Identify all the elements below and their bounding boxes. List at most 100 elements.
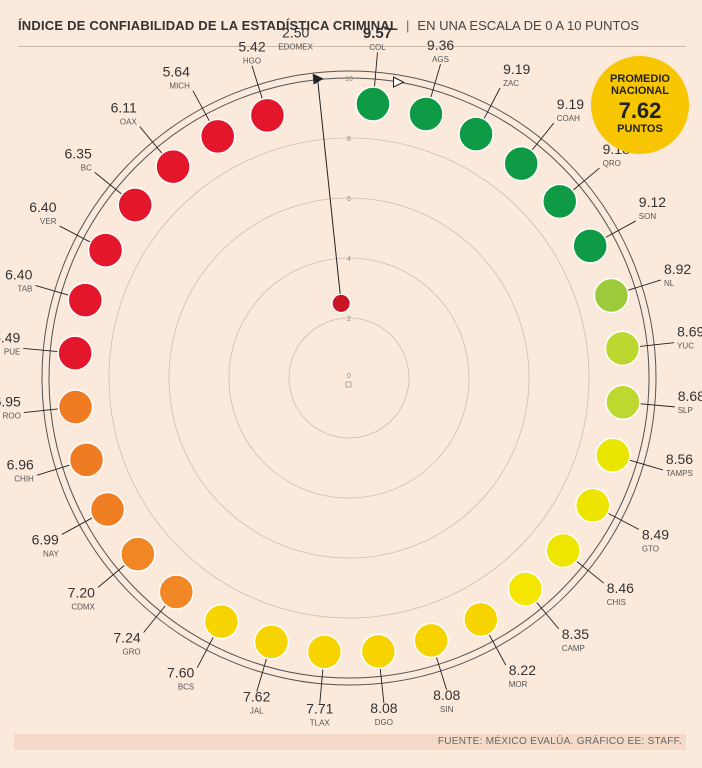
value-label-25: 6.40 (5, 266, 32, 282)
value-circle-coah (503, 145, 539, 182)
outer-ring-2 (41, 70, 657, 686)
value-label-23: 6.95 (0, 394, 21, 410)
leader-line-12 (532, 597, 560, 630)
state-label-22: CHIH (14, 474, 34, 483)
value-circle-camp (507, 571, 544, 607)
leader-line-22 (36, 463, 76, 476)
chart-header: ÍNDICE DE CONFIABILIDAD DE LA ESTADÍSTIC… (18, 18, 686, 47)
value-label-15: 8.08 (370, 700, 397, 716)
badge-value: 7.62 (618, 98, 662, 124)
value-circle-hgo (249, 97, 286, 134)
leader-line-16 (319, 663, 324, 704)
state-label-7: YUC (677, 342, 694, 351)
scale-ring-4 (228, 257, 470, 499)
leader-line-3 (528, 122, 555, 155)
state-label-10: GTO (642, 544, 659, 553)
value-label-7: 8.69 (677, 324, 702, 340)
leader-line-25 (35, 284, 74, 298)
badge-label-3: PUNTOS (617, 123, 663, 136)
leader-line-17 (256, 653, 269, 692)
value-circle-col (355, 86, 391, 122)
value-label-20: 7.20 (68, 584, 95, 600)
national-average-badge: PROMEDIO NACIONAL 7.62 PUNTOS (591, 56, 689, 154)
value-label-18: 7.60 (167, 665, 194, 681)
state-label-28: OAX (120, 118, 138, 127)
state-label-11: CHIS (607, 598, 626, 607)
state-label-14: SIN (440, 705, 454, 714)
leader-line-18 (196, 632, 217, 668)
value-circle-qroo (57, 389, 94, 425)
value-circle-jal (253, 624, 290, 660)
value-label-6: 8.92 (664, 261, 691, 277)
value-label-22: 6.96 (7, 456, 34, 472)
state-label-16: TLAX (310, 719, 331, 728)
state-label-2: ZAC (503, 79, 519, 88)
scale-tick-8: 8 (347, 136, 351, 143)
value-circle-nl (593, 277, 630, 314)
value-label-13: 8.22 (509, 662, 536, 678)
leader-line-19 (143, 601, 170, 633)
leader-line-13 (486, 629, 507, 666)
state-label-6: NL (664, 279, 675, 288)
title-separator: | (406, 18, 410, 33)
outer-ring (48, 77, 650, 679)
state-label-25: TAB (17, 284, 32, 293)
badge-label-1: PROMEDIO (610, 73, 670, 86)
state-label-26: VER (40, 217, 57, 226)
state-label-30: HGO (243, 57, 261, 66)
leader-line-10 (603, 510, 640, 530)
value-circle-son (572, 228, 608, 264)
state-label-13: MOR (509, 680, 528, 689)
value-label-27: 6.35 (65, 145, 92, 161)
value-label-14: 8.08 (433, 687, 460, 703)
value-label-1: 9.36 (427, 37, 454, 53)
value-circle-bc (117, 187, 153, 223)
scale-tick-4: 4 (347, 256, 351, 263)
leader-line-4 (568, 167, 600, 194)
value-circle-zac (458, 116, 494, 152)
state-label-1: AGS (432, 55, 449, 64)
edomex-arrow (312, 73, 324, 85)
value-circle-nay (89, 491, 126, 528)
leader-line-0 (373, 52, 378, 93)
value-circle-slp (605, 384, 641, 421)
chart-title: ÍNDICE DE CONFIABILIDAD DE LA ESTADÍSTIC… (18, 18, 399, 33)
value-label-3: 9.19 (557, 96, 584, 112)
state-label-18: BCS (178, 683, 194, 692)
scale-tick-2: 2 (347, 316, 351, 323)
value-label-edomex: 2.50 (282, 25, 309, 41)
leader-line-5 (600, 220, 637, 241)
value-label-12: 8.35 (562, 626, 589, 642)
value-label-21: 6.99 (32, 531, 59, 547)
value-circle-mor (463, 601, 499, 638)
value-label-0: 9.57 (363, 25, 392, 42)
leader-line-28 (139, 126, 166, 158)
value-label-17: 7.62 (243, 689, 270, 705)
value-label-29: 5.64 (163, 64, 190, 80)
state-label-23: Q. ROO (0, 412, 21, 421)
leader-line-26 (59, 225, 96, 245)
scale-tick-10: 10 (345, 76, 353, 83)
value-circle-oax (155, 148, 191, 185)
value-circle-yuc (604, 330, 641, 367)
state-label-4: QRO (603, 159, 621, 168)
leader-line-24 (23, 347, 64, 353)
value-circle-tlax (306, 634, 343, 670)
value-circle-mich (199, 118, 236, 155)
leader-line-11 (572, 557, 604, 584)
leader-line-6 (622, 279, 662, 293)
value-label-16: 7.71 (306, 701, 333, 717)
leader-line-30 (251, 65, 265, 105)
value-circle-chih (68, 442, 105, 478)
leader-line-21 (61, 514, 98, 535)
leader-line-1 (428, 63, 441, 103)
leader-line-9 (624, 458, 663, 471)
value-circle-gto (574, 487, 611, 524)
leader-line-20 (97, 561, 129, 588)
value-label-10: 8.49 (642, 526, 669, 542)
scale-tick-0: 0 (347, 373, 351, 380)
value-circle-bcs (203, 603, 240, 640)
state-label-12: CAMP (562, 644, 585, 653)
value-circle-chis (545, 532, 581, 569)
